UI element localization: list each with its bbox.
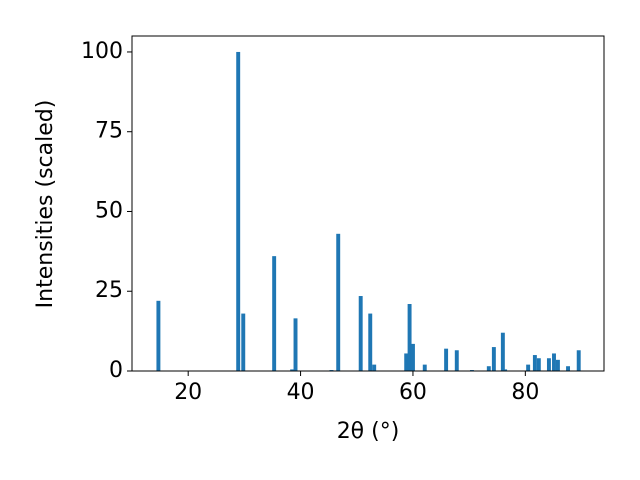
- bar: [407, 304, 412, 371]
- bar: [236, 51, 241, 371]
- x-tick-label: 80: [511, 380, 539, 405]
- bar: [555, 359, 560, 371]
- x-tick-label: 20: [174, 380, 202, 405]
- bar: [372, 364, 377, 371]
- bar: [422, 364, 427, 371]
- bar: [454, 350, 459, 371]
- bar: [503, 369, 508, 371]
- bar: [566, 366, 571, 371]
- bar: [410, 343, 415, 371]
- y-tick-label: 50: [95, 198, 123, 223]
- plot-frame: [131, 35, 605, 372]
- bar: [552, 353, 556, 371]
- bar: [404, 353, 409, 371]
- bar: [532, 355, 537, 371]
- bar: [526, 364, 531, 371]
- x-tick-label: 60: [399, 380, 427, 405]
- y-tick-label: 75: [95, 119, 123, 144]
- bar: [546, 358, 551, 371]
- bar: [368, 313, 373, 371]
- bar: [272, 256, 277, 371]
- y-tick-label: 100: [81, 39, 123, 64]
- bar: [500, 332, 505, 371]
- x-axis-label: 2θ (°): [337, 419, 400, 444]
- bar: [358, 296, 363, 371]
- bar: [491, 347, 496, 371]
- bar: [536, 358, 541, 371]
- x-tick-label: 40: [287, 380, 315, 405]
- y-tick-label: 25: [95, 278, 123, 303]
- y-tick-label: 0: [109, 358, 123, 383]
- bar: [576, 350, 581, 371]
- bar: [486, 366, 491, 371]
- bar: [336, 233, 341, 371]
- bar: [156, 300, 161, 371]
- bar: [444, 348, 449, 371]
- bar: [241, 313, 246, 371]
- bar: [290, 369, 295, 371]
- y-axis-label: Intensities (scaled): [33, 100, 58, 309]
- bar: [293, 318, 298, 371]
